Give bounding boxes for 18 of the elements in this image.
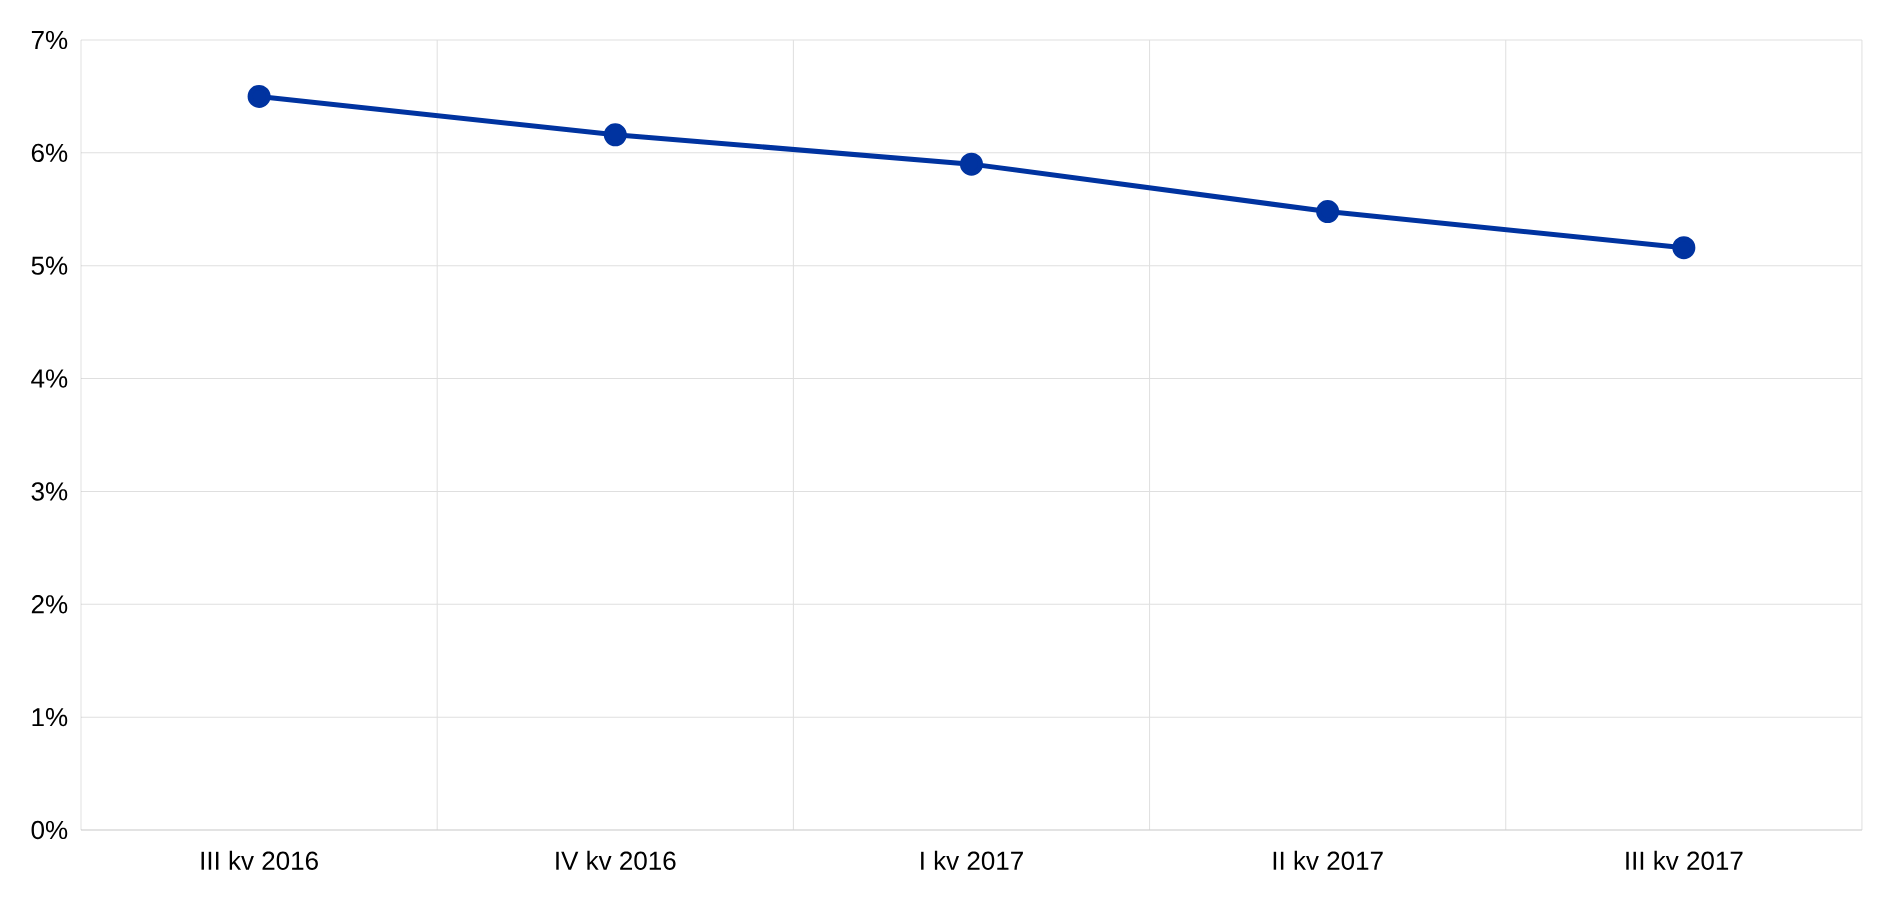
y-tick-label: 5% — [31, 256, 68, 275]
x-tick-label: II kv 2017 — [1273, 850, 1383, 870]
point — [959, 152, 983, 176]
x-tick-label: III kv 2017 — [1626, 850, 1743, 870]
y-tick-label: 0% — [31, 820, 68, 840]
y-tick-label: 6% — [31, 143, 68, 163]
y-tick-label: 3% — [31, 482, 68, 501]
y-tick-label: 2% — [31, 595, 68, 614]
x-tick-label: IV kv 2016 — [556, 850, 676, 870]
point — [247, 84, 271, 108]
y-tick-label: 1% — [32, 708, 68, 727]
y-tick-label: 7% — [31, 30, 68, 50]
point — [1672, 236, 1696, 260]
x-tick-label: III kv 2016 — [201, 850, 318, 870]
y-tick-label: 4% — [31, 369, 68, 388]
point — [603, 123, 627, 147]
x-tick-label: I kv 2017 — [921, 850, 1023, 870]
point — [1316, 200, 1340, 224]
